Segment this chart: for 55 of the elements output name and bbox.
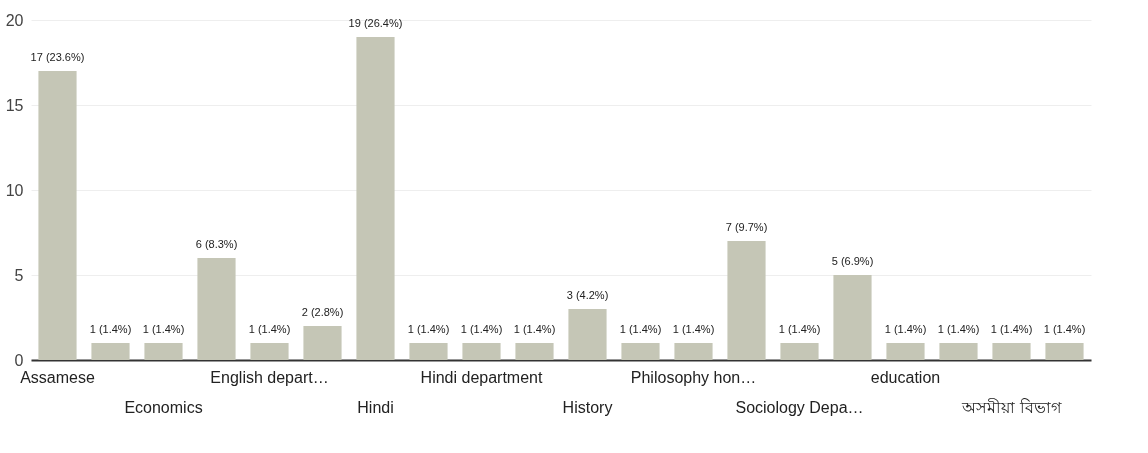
bar	[674, 343, 713, 360]
data-label: 1 (1.4%)	[1043, 323, 1086, 335]
bar	[197, 258, 236, 360]
bar	[91, 343, 130, 360]
data-label: 1 (1.4%)	[248, 323, 291, 335]
bar	[833, 275, 872, 360]
bar	[303, 326, 342, 360]
data-label: 19 (26.4%)	[348, 17, 403, 29]
bar	[462, 343, 501, 360]
x-tick-label: অসমীয়া বিভাগ	[961, 398, 1062, 416]
y-tick-label: 10	[5, 181, 24, 199]
data-label: 1 (1.4%)	[89, 323, 132, 335]
bar	[568, 309, 607, 360]
data-label: 1 (1.4%)	[407, 323, 450, 335]
x-tick-label: Sociology Depa…	[735, 399, 864, 416]
data-label: 6 (8.3%)	[195, 238, 238, 250]
data-label: 1 (1.4%)	[884, 323, 927, 335]
data-label: 5 (6.9%)	[831, 255, 874, 267]
y-tick-label: 20	[5, 11, 24, 29]
bar	[621, 343, 660, 360]
x-tick-label: English depart…	[210, 369, 329, 386]
bar	[939, 343, 978, 360]
data-label: 1 (1.4%)	[990, 323, 1033, 335]
data-label: 1 (1.4%)	[142, 323, 185, 335]
x-tick-label: Philosophy hon…	[630, 369, 757, 386]
bar	[886, 343, 925, 360]
data-label: 1 (1.4%)	[778, 323, 821, 335]
x-tick-label: education	[870, 369, 941, 386]
bar	[727, 241, 766, 360]
y-tick-label: 5	[14, 266, 24, 284]
y-tick-label: 15	[5, 96, 24, 114]
data-label: 1 (1.4%)	[619, 323, 662, 335]
y-tick-label: 0	[14, 351, 24, 369]
x-tick-label: Assamese	[20, 369, 95, 386]
data-label: 1 (1.4%)	[460, 323, 503, 335]
data-label: 2 (2.8%)	[301, 306, 344, 318]
x-tick-label: Hindi	[357, 399, 394, 416]
bar	[409, 343, 448, 360]
x-tick-label: History	[562, 399, 613, 416]
data-label: 17 (23.6%)	[30, 51, 85, 63]
bar	[515, 343, 554, 360]
x-tick-label: Economics	[124, 399, 203, 416]
bar	[992, 343, 1031, 360]
bar	[144, 343, 183, 360]
data-label: 7 (9.7%)	[725, 221, 768, 233]
data-label: 1 (1.4%)	[513, 323, 556, 335]
bar	[250, 343, 289, 360]
bar	[1045, 343, 1084, 360]
data-label: 3 (4.2%)	[566, 289, 609, 301]
bar	[356, 37, 395, 360]
data-label: 1 (1.4%)	[937, 323, 980, 335]
x-tick-label: Hindi department	[420, 369, 543, 386]
bar	[780, 343, 819, 360]
bar	[38, 71, 77, 360]
data-label: 1 (1.4%)	[672, 323, 715, 335]
